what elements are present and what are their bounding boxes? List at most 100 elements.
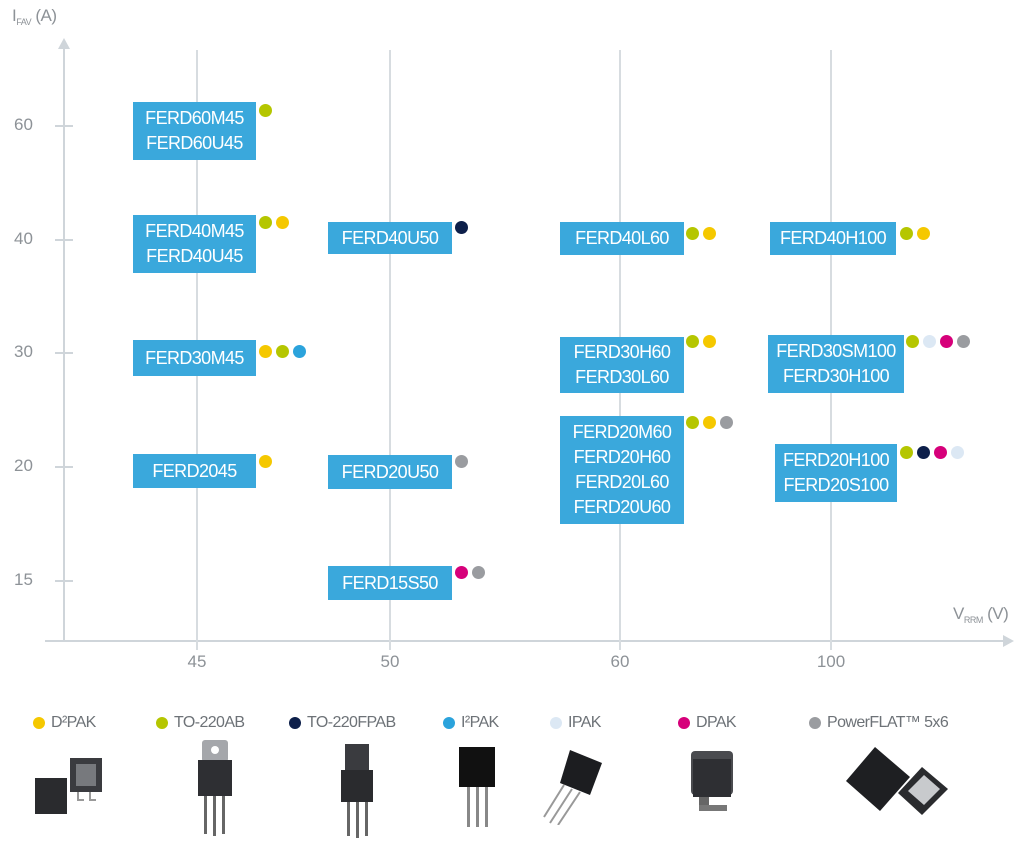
y-axis-title-sub: FAV bbox=[16, 17, 32, 27]
package-dot-to220ab bbox=[686, 335, 699, 348]
legend-item-to220ab: TO-220AB bbox=[156, 714, 245, 732]
legend-label: I²PAK bbox=[461, 714, 499, 731]
y-tick-label: 20 bbox=[14, 456, 33, 475]
package-dot-to220fpab bbox=[917, 446, 930, 459]
y-tick-label: 15 bbox=[14, 570, 33, 589]
to220ab-image bbox=[190, 738, 240, 838]
y-tick bbox=[55, 239, 73, 241]
product-box: FERD30SM100 FERD30H100 bbox=[768, 335, 904, 393]
y-tick bbox=[55, 125, 73, 127]
legend-dot bbox=[289, 717, 301, 729]
product-box: FERD60M45 FERD60U45 bbox=[133, 102, 256, 160]
package-dot-ipak bbox=[923, 335, 936, 348]
legend-dot bbox=[33, 717, 45, 729]
package-dot-to220ab bbox=[906, 335, 919, 348]
x-axis-title-main: V bbox=[953, 604, 964, 623]
product-name: FERD20U50 bbox=[341, 461, 439, 482]
y-axis bbox=[63, 48, 65, 642]
product-name: FERD60U45 bbox=[146, 133, 243, 153]
ipak-image bbox=[540, 745, 615, 826]
package-dot-to220ab bbox=[686, 227, 699, 240]
package-dot-to220fpab bbox=[455, 221, 468, 234]
product-box: FERD15S50 bbox=[328, 566, 452, 600]
package-dot-powerflat bbox=[472, 566, 485, 579]
x-tick-label: 100 bbox=[816, 652, 846, 671]
package-dot-d2pak bbox=[259, 455, 272, 468]
x-tick-label: 45 bbox=[187, 652, 207, 671]
package-dot-d2pak bbox=[703, 335, 716, 348]
package-dot-to220ab bbox=[900, 446, 913, 459]
y-tick-label: 60 bbox=[14, 115, 33, 134]
legend-item-to220fpab: TO-220FPAB bbox=[289, 714, 396, 732]
y-axis-title: IFAV (A) bbox=[12, 6, 57, 27]
legend-dot bbox=[550, 717, 562, 729]
legend-item-dpak: DPAK bbox=[678, 714, 737, 732]
product-name: FERD20M60 bbox=[572, 422, 672, 442]
x-axis-title-sub: RRM bbox=[963, 615, 984, 625]
product-name: FERD20H100 bbox=[782, 450, 890, 470]
package-dot-d2pak bbox=[276, 216, 289, 229]
package-dot-powerflat bbox=[720, 416, 733, 429]
legend-item-ipak: IPAK bbox=[550, 714, 601, 732]
package-dot-i2pak bbox=[293, 345, 306, 358]
d2pak-image bbox=[30, 750, 110, 830]
product-box: FERD40H100 bbox=[770, 222, 896, 255]
package-dot-to220ab bbox=[259, 216, 272, 229]
product-name: FERD20H60 bbox=[573, 447, 671, 467]
legend-dot bbox=[156, 717, 168, 729]
product-name: FERD20L60 bbox=[575, 472, 669, 492]
package-dot-dpak bbox=[934, 446, 947, 459]
package-dot-to220ab bbox=[276, 345, 289, 358]
product-name: FERD40M45 bbox=[145, 221, 244, 241]
x-axis-title-unit: (V) bbox=[987, 604, 1009, 623]
package-dot-powerflat bbox=[455, 455, 468, 468]
legend-label: DPAK bbox=[696, 714, 737, 731]
product-name: FERD30M45 bbox=[145, 347, 244, 368]
y-tick bbox=[55, 580, 73, 582]
legend-label: TO-220FPAB bbox=[307, 714, 396, 731]
product-name: FERD2045 bbox=[152, 460, 237, 481]
legend-label: PowerFLAT™ 5x6 bbox=[827, 714, 949, 731]
product-name: FERD30H60 bbox=[573, 342, 671, 362]
product-box: FERD30H60 FERD30L60 bbox=[560, 337, 684, 393]
package-dot-to220ab bbox=[259, 104, 272, 117]
product-box: FERD20H100 FERD20S100 bbox=[775, 444, 897, 502]
product-name: FERD15S50 bbox=[342, 572, 438, 593]
powerflat-image bbox=[840, 745, 965, 820]
i2pak-image bbox=[455, 745, 500, 830]
package-dot-d2pak bbox=[259, 345, 272, 358]
y-tick-label: 30 bbox=[14, 342, 33, 361]
package-dot-dpak bbox=[455, 566, 468, 579]
package-dot-ipak bbox=[951, 446, 964, 459]
legend-item-powerflat: PowerFLAT™ 5x6 bbox=[809, 714, 949, 732]
package-dot-powerflat bbox=[957, 335, 970, 348]
product-name: FERD30H100 bbox=[782, 366, 890, 386]
y-axis-title-main: I bbox=[12, 6, 17, 25]
product-box: FERD30M45 bbox=[133, 340, 256, 376]
package-dot-dpak bbox=[940, 335, 953, 348]
product-box: FERD40M45 FERD40U45 bbox=[133, 215, 256, 273]
package-dot-d2pak bbox=[917, 227, 930, 240]
to220fpab-image bbox=[333, 740, 383, 840]
y-axis-title-unit: (A) bbox=[35, 6, 57, 25]
legend-item-i2pak: I²PAK bbox=[443, 714, 499, 732]
legend-dot bbox=[678, 717, 690, 729]
y-tick bbox=[55, 352, 73, 354]
product-name: FERD40L60 bbox=[575, 228, 669, 248]
product-name: FERD40U50 bbox=[341, 227, 439, 248]
y-tick-label: 40 bbox=[14, 229, 33, 248]
product-name: FERD30L60 bbox=[575, 367, 669, 387]
product-name: FERD20S100 bbox=[783, 475, 889, 495]
legend-dot bbox=[443, 717, 455, 729]
product-name: FERD40U45 bbox=[146, 246, 243, 266]
product-name: FERD60M45 bbox=[145, 108, 244, 128]
legend-dot bbox=[809, 717, 821, 729]
x-tick-label: 50 bbox=[380, 652, 400, 671]
product-box: FERD40L60 bbox=[560, 222, 684, 255]
product-box: FERD40U50 bbox=[328, 222, 452, 254]
product-name: FERD20U60 bbox=[573, 497, 671, 517]
package-dot-d2pak bbox=[703, 227, 716, 240]
y-axis-arrow bbox=[58, 38, 70, 49]
product-box: FERD2045 bbox=[133, 454, 256, 488]
product-name: FERD30SM100 bbox=[776, 341, 896, 361]
